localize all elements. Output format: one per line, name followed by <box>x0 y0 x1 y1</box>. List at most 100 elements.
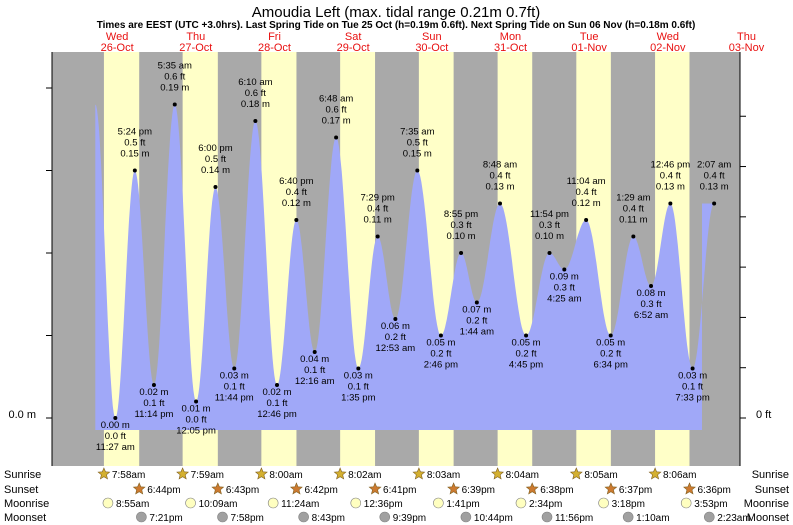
tide-label: 6:48 am <box>319 94 353 105</box>
low-tide-point <box>524 333 529 338</box>
tide-label: 0.03 m <box>678 371 707 382</box>
day-name: Sat <box>345 31 362 43</box>
tide-label: 0.2 ft <box>516 349 537 360</box>
tide-label: 0.10 m <box>447 231 476 242</box>
tide-label: 0.4 ft <box>286 187 307 198</box>
low-tide-point <box>113 416 118 420</box>
high-tide-point <box>547 251 552 255</box>
moonset-icon <box>541 511 553 523</box>
tide-label: 11:44 pm <box>215 393 254 404</box>
sunrise-time: 8:03am <box>427 470 460 481</box>
sunset-icon <box>368 482 382 495</box>
high-tide-point <box>132 168 137 173</box>
tide-label: 0.2 ft <box>600 349 621 360</box>
chart-subtitle: Times are EEST (UTC +3.0hrs). Last Sprin… <box>97 20 696 31</box>
plot-margin <box>740 52 793 466</box>
sunrise-time: 7:58am <box>112 470 145 481</box>
tide-label: 0.19 m <box>160 83 189 94</box>
day-date: 27-Oct <box>179 42 212 54</box>
sunset-icon <box>132 482 146 495</box>
tide-label: 1:29 am <box>616 193 650 204</box>
low-tide-point <box>312 350 317 354</box>
low-tide-point <box>690 366 695 371</box>
tide-label: 0.02 m <box>139 387 168 398</box>
sunset-time: 6:39pm <box>462 485 495 496</box>
day-name: Fri <box>268 31 281 43</box>
tide-label: 0.10 m <box>535 231 564 242</box>
row-label-left: Moonset <box>4 512 46 524</box>
tide-label: 0.03 m <box>220 371 249 382</box>
high-tide-point <box>253 119 258 123</box>
sunrise-icon <box>569 467 583 480</box>
low-tide-point <box>562 267 567 272</box>
row-label-left: Sunset <box>4 484 38 496</box>
tide-label: 7:35 am <box>400 127 434 138</box>
moonrise-icon <box>267 497 279 509</box>
tide-label: 7:33 pm <box>675 393 709 404</box>
sunrise-icon <box>333 467 347 480</box>
tide-label: 0.6 ft <box>164 72 185 83</box>
row-label-right: Moonrise <box>744 498 789 510</box>
y-axis-right-label: 0 ft <box>756 409 771 421</box>
sunrise-time: 8:05am <box>584 470 617 481</box>
tide-label: 2:46 pm <box>424 360 458 371</box>
sun-moon-rows: Sunrise Sunset Moonrise Moonset Sunrise Suns… <box>4 467 789 524</box>
tide-label: 5:35 am <box>158 61 192 72</box>
tide-label: 0.07 m <box>462 305 491 316</box>
high-tide-point <box>172 102 177 107</box>
tide-label: 0.1 ft <box>682 382 703 393</box>
chart-header: Amoudia Left (max. tidal range 0.21m 0.7… <box>97 4 696 31</box>
moonrise-icon <box>433 497 444 509</box>
tide-label: 0.05 m <box>426 338 455 349</box>
tide-label: 5:24 pm <box>118 127 152 138</box>
moonrise-time: 11:24am <box>281 499 319 510</box>
tide-label: 4:25 am <box>547 294 581 305</box>
moonrise-icon <box>102 497 114 509</box>
tide-label: 0.1 ft <box>304 365 325 376</box>
moonrise-time: 8:55am <box>116 499 149 510</box>
moonset-time: 2:23am <box>717 513 750 524</box>
moonset-icon <box>136 511 147 523</box>
tide-label: 0.02 m <box>262 387 291 398</box>
low-tide-point <box>151 383 156 387</box>
tide-label: 0.0 ft <box>186 415 207 426</box>
tide-label: 0.12 m <box>572 198 601 209</box>
moonrise-time: 3:53pm <box>694 499 727 510</box>
tide-label: 0.5 ft <box>124 138 145 149</box>
tide-label: 0.6 ft <box>245 88 266 99</box>
tide-label: 7:29 pm <box>361 193 395 204</box>
low-tide-point <box>393 317 398 321</box>
tide-label: 0.4 ft <box>367 204 388 215</box>
day-date: 30-Oct <box>415 42 448 54</box>
day-date: 31-Oct <box>494 42 527 54</box>
tide-label: 6:10 am <box>238 77 272 88</box>
tide-label: 0.08 m <box>637 288 666 299</box>
tide-label: 0.11 m <box>363 215 391 226</box>
row-label-right: Moonset <box>747 512 789 524</box>
moonrise-icon <box>515 497 527 509</box>
tide-label: 0.15 m <box>120 149 149 160</box>
sunrise-time: 7:59am <box>191 470 224 481</box>
tide-label: 0.04 m <box>300 354 329 365</box>
tide-label: 1:44 am <box>460 327 494 338</box>
low-tide-point <box>649 284 654 288</box>
tide-label: 0.1 ft <box>266 398 287 409</box>
sunset-icon <box>447 482 461 495</box>
day-name: Mon <box>500 31 521 43</box>
tide-label: 1:35 pm <box>341 393 375 404</box>
low-tide-point <box>275 383 280 387</box>
tide-label: 0.17 m <box>322 116 351 127</box>
sunset-icon <box>525 482 539 495</box>
tide-label: 0.4 ft <box>623 204 644 215</box>
sunset-icon <box>211 482 225 495</box>
tide-label: 11:54 pm <box>530 209 569 220</box>
tide-label: 0.13 m <box>485 182 514 193</box>
high-tide-point <box>498 201 503 206</box>
day-name: Thu <box>186 31 205 43</box>
moonset-icon <box>622 511 634 523</box>
moonset-time: 10:44pm <box>474 513 513 524</box>
tide-label: 12:46 pm <box>257 409 297 420</box>
row-label-right: Sunset <box>755 484 789 496</box>
moonrise-icon <box>680 497 692 509</box>
moonset-time: 1:10am <box>636 513 669 524</box>
